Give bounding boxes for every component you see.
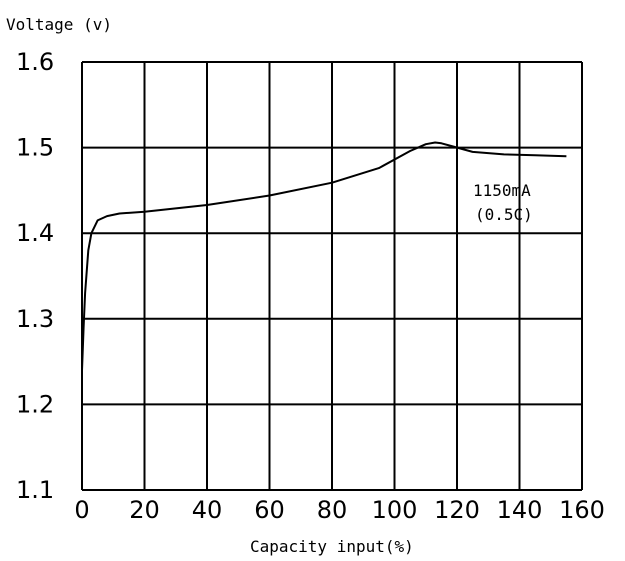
x-tick-labels: 0 20 40 60 80 100 120 140 160 xyxy=(74,496,605,524)
annotation-rate: (0.5C) xyxy=(475,205,533,224)
grid xyxy=(81,61,583,491)
x-tick-label: 80 xyxy=(317,496,348,524)
x-tick-label: 140 xyxy=(497,496,543,524)
y-tick-label: 1.1 xyxy=(16,476,54,504)
y-axis-label: Voltage (v) xyxy=(6,15,112,34)
x-tick-label: 160 xyxy=(559,496,605,524)
x-tick-label: 120 xyxy=(434,496,480,524)
x-tick-label: 0 xyxy=(74,496,89,524)
x-tick-label: 40 xyxy=(192,496,223,524)
y-tick-label: 1.2 xyxy=(16,390,54,418)
y-tick-labels: 1.1 1.2 1.3 1.4 1.5 1.6 xyxy=(16,48,54,504)
y-tick-label: 1.6 xyxy=(16,48,54,76)
x-tick-label: 60 xyxy=(254,496,285,524)
y-tick-label: 1.3 xyxy=(16,305,54,333)
x-tick-label: 100 xyxy=(372,496,418,524)
annotation-current: 1150mA xyxy=(473,181,531,200)
y-tick-label: 1.5 xyxy=(16,134,54,162)
x-axis-label: Capacity input(%) xyxy=(250,537,414,556)
series xyxy=(81,141,567,371)
x-tick-label: 20 xyxy=(129,496,160,524)
series-line xyxy=(81,141,567,371)
y-tick-label: 1.4 xyxy=(16,219,54,247)
